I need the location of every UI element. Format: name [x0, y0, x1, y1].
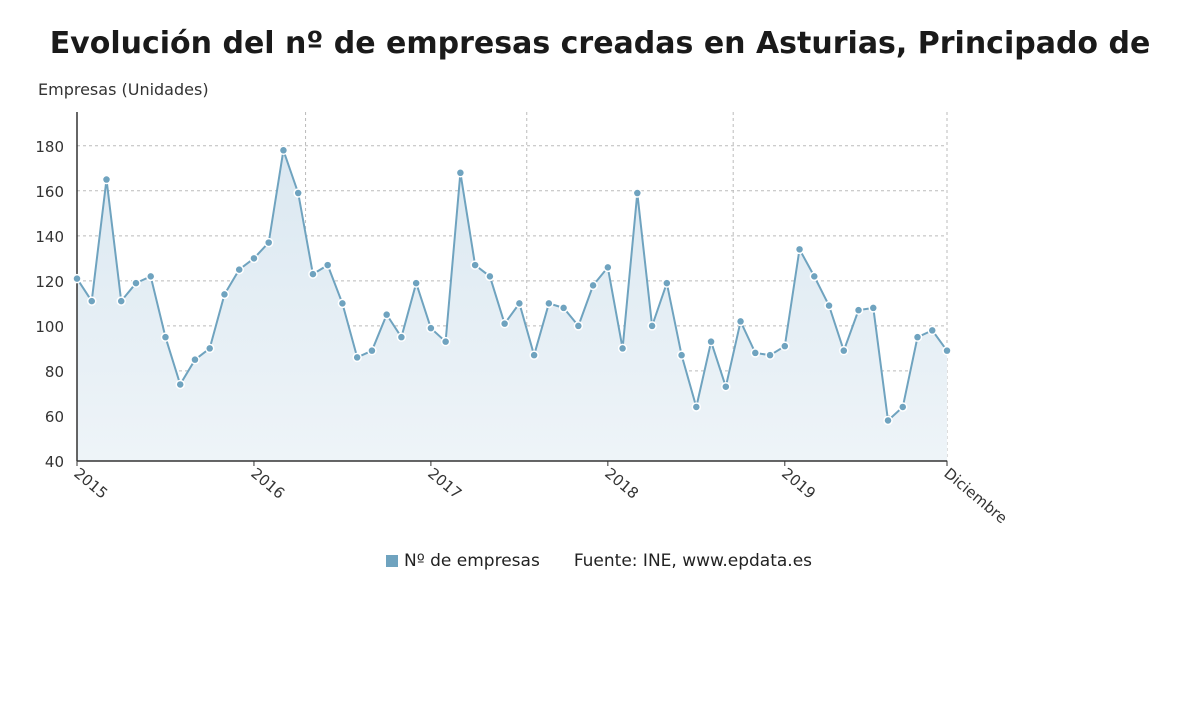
legend-swatch — [386, 555, 398, 567]
y-tick-labels: 40 60 80 100 120 140 160 180 — [35, 138, 64, 471]
legend: Nº de empresas Fuente: INE, www.epdata.e… — [386, 551, 812, 571]
data-point — [514, 298, 525, 309]
data-point — [160, 332, 171, 342]
data-point — [175, 379, 185, 390]
data-point — [367, 345, 377, 356]
data-point — [573, 321, 584, 331]
data-point — [691, 402, 702, 412]
data-point — [676, 350, 687, 360]
series-line — [76, 149, 948, 423]
data-point — [765, 350, 775, 360]
y-axis-label: Empresas (Unidades) — [38, 80, 209, 99]
axes — [76, 112, 947, 462]
data-point — [617, 343, 628, 354]
data-point — [853, 305, 864, 315]
data-point — [499, 318, 510, 329]
x-tick-label: 2015 — [70, 464, 111, 502]
data-point — [942, 345, 952, 356]
data-point — [234, 264, 244, 275]
data-point — [101, 174, 112, 185]
data-point — [912, 332, 923, 342]
data-point — [868, 303, 879, 313]
y-tick-label: 40 — [45, 453, 64, 471]
x-tick-label: 2016 — [247, 464, 288, 502]
data-point — [750, 348, 761, 358]
source-note: Fuente: INE, www.epdata.es — [573, 551, 813, 571]
legend-series-label: Nº de empresas — [404, 551, 540, 571]
x-tick-label: 2018 — [601, 464, 642, 502]
data-point — [647, 321, 657, 331]
data-point — [411, 278, 421, 288]
data-point — [322, 260, 333, 270]
y-tick-label: 120 — [35, 273, 64, 291]
data-point — [809, 271, 820, 282]
data-point — [263, 237, 274, 248]
data-point — [662, 278, 672, 288]
data-point — [204, 343, 215, 354]
data-point — [131, 278, 141, 288]
y-tick-label: 80 — [45, 363, 64, 381]
data-point — [86, 296, 97, 306]
data-point — [794, 244, 805, 255]
data-point — [780, 341, 790, 351]
data-point — [72, 273, 82, 284]
data-point — [308, 269, 318, 279]
x-tick-label: 2019 — [778, 464, 819, 502]
data-point — [190, 354, 200, 365]
y-tick-label: 180 — [35, 138, 64, 156]
data-point — [603, 262, 613, 273]
x-tick-label: Diciembre — [940, 464, 1010, 527]
data-point — [145, 271, 156, 282]
data-point — [440, 336, 451, 347]
data-point — [558, 303, 569, 313]
data-point — [485, 271, 495, 282]
data-point — [396, 332, 407, 342]
data-point — [529, 350, 539, 360]
y-tick-label: 100 — [35, 318, 64, 336]
data-point — [706, 336, 716, 347]
chart-title: Evolución del nº de empresas creadas en … — [49, 26, 1151, 61]
series-area — [77, 150, 947, 462]
data-point — [632, 188, 643, 198]
data-point — [588, 280, 598, 291]
data-point — [381, 309, 392, 320]
x-tick-labels: 2015 2016 2017 2018 2019 Diciembre — [70, 461, 1011, 527]
y-tick-label: 60 — [45, 408, 64, 426]
data-point — [470, 260, 480, 270]
data-point — [824, 300, 834, 311]
data-point — [735, 316, 746, 327]
data-point — [337, 298, 348, 309]
y-tick-label: 140 — [35, 228, 64, 246]
data-point — [426, 323, 436, 333]
data-point — [898, 402, 908, 412]
data-point — [839, 345, 849, 356]
data-point — [927, 325, 938, 336]
data-point — [721, 381, 731, 392]
data-point — [249, 253, 259, 264]
data-point — [352, 352, 362, 363]
data-point — [455, 168, 466, 178]
data-point — [278, 145, 289, 156]
data-point — [116, 296, 126, 306]
data-point — [219, 289, 230, 300]
data-points — [72, 145, 952, 426]
x-tick-label: 2017 — [424, 464, 465, 502]
data-point — [544, 298, 554, 309]
y-tick-label: 160 — [35, 183, 64, 201]
data-point — [883, 415, 893, 426]
data-point — [293, 188, 303, 198]
